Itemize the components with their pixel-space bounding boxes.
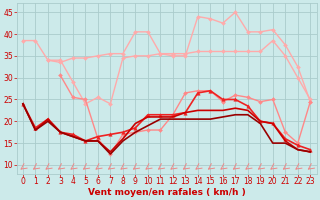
X-axis label: Vent moyen/en rafales ( km/h ): Vent moyen/en rafales ( km/h ) [88,188,245,197]
